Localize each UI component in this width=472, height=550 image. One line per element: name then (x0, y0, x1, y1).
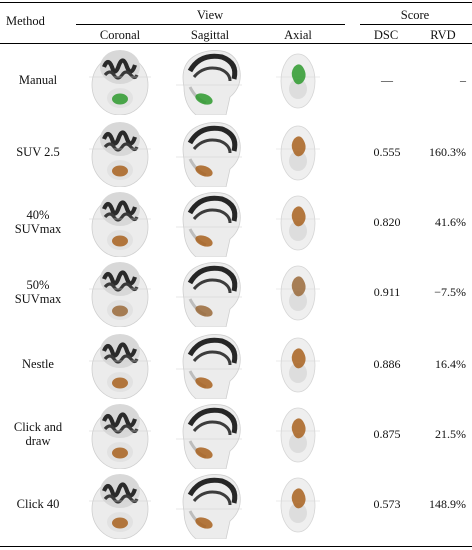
row-rvd: 21.5% (435, 427, 466, 441)
axial-pet-image (276, 407, 320, 463)
row-method: 50% SUVmax (14, 278, 62, 306)
header-axial: Axial (284, 28, 312, 42)
row-dsc: 0.555 (373, 145, 401, 159)
bottom-rule (0, 546, 472, 547)
row-rvd: – (460, 73, 466, 87)
table-row: 50% SUVmax 0.911 −7.5% (0, 258, 472, 328)
table-row: Nestle 0.886 16.4% (0, 330, 472, 400)
row-dsc: 0.875 (373, 427, 401, 441)
score-group-rule (360, 24, 472, 25)
axial-pet-image (276, 337, 320, 393)
row-method: Click and draw (13, 420, 63, 448)
axial-pet-image (276, 265, 320, 321)
sagittal-pet-image (176, 262, 242, 327)
axial-pet-image (276, 477, 320, 533)
coronal-pet-image (89, 404, 151, 469)
row-rvd: 41.6% (435, 215, 466, 229)
coronal-pet-image (89, 192, 151, 257)
row-method: Nestle (22, 357, 54, 371)
header-rvd: RVD (430, 28, 456, 42)
row-dsc: 0.886 (373, 357, 401, 371)
row-rvd: 160.3% (429, 145, 466, 159)
axial-pet-image (276, 195, 320, 251)
row-dsc: 0.911 (373, 285, 401, 299)
row-method: Click 40 (16, 497, 60, 511)
row-method: 40% SUVmax (14, 208, 62, 236)
header-bottom-rule (0, 43, 472, 44)
sagittal-pet-image (176, 404, 242, 469)
sagittal-pet-image (176, 122, 242, 187)
coronal-pet-image (89, 334, 151, 399)
top-rule (0, 2, 472, 3)
row-method: Manual (18, 73, 58, 87)
coronal-pet-image (89, 474, 151, 539)
row-dsc: — (381, 73, 393, 87)
coronal-pet-image (89, 262, 151, 327)
view-group-rule (76, 24, 345, 25)
header-dsc: DSC (373, 28, 399, 42)
sagittal-pet-image (176, 192, 242, 257)
row-rvd: 16.4% (435, 357, 466, 371)
row-dsc: 0.573 (373, 497, 401, 511)
sagittal-pet-image (176, 474, 242, 539)
coronal-pet-image (89, 122, 151, 187)
coronal-pet-image (89, 50, 151, 115)
table-row: Click and draw 0.875 21.5% (0, 400, 472, 470)
row-rvd: −7.5% (434, 285, 466, 299)
row-rvd: 148.9% (429, 497, 466, 511)
table-row: 40% SUVmax 0.820 41.6% (0, 188, 472, 258)
table-row: SUV 2.5 0.555 160.3% (0, 118, 472, 188)
row-dsc: 0.820 (373, 215, 401, 229)
header-coronal: Coronal (99, 28, 141, 42)
table-row: Click 40 0.573 148.9% (0, 470, 472, 540)
row-method: SUV 2.5 (16, 145, 60, 159)
header-sagittal: Sagittal (190, 28, 230, 42)
sagittal-pet-image (176, 50, 242, 115)
axial-pet-image (276, 53, 320, 109)
axial-pet-image (276, 125, 320, 181)
sagittal-pet-image (176, 334, 242, 399)
header-score: Score (400, 8, 430, 22)
table-row: Manual — – (0, 46, 472, 116)
header-view: View (196, 8, 224, 22)
header-method: Method (6, 14, 45, 28)
